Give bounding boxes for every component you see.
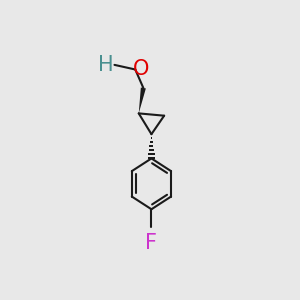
Polygon shape	[139, 88, 146, 113]
Text: O: O	[133, 59, 149, 79]
Text: H: H	[98, 55, 113, 75]
Text: F: F	[146, 233, 158, 253]
